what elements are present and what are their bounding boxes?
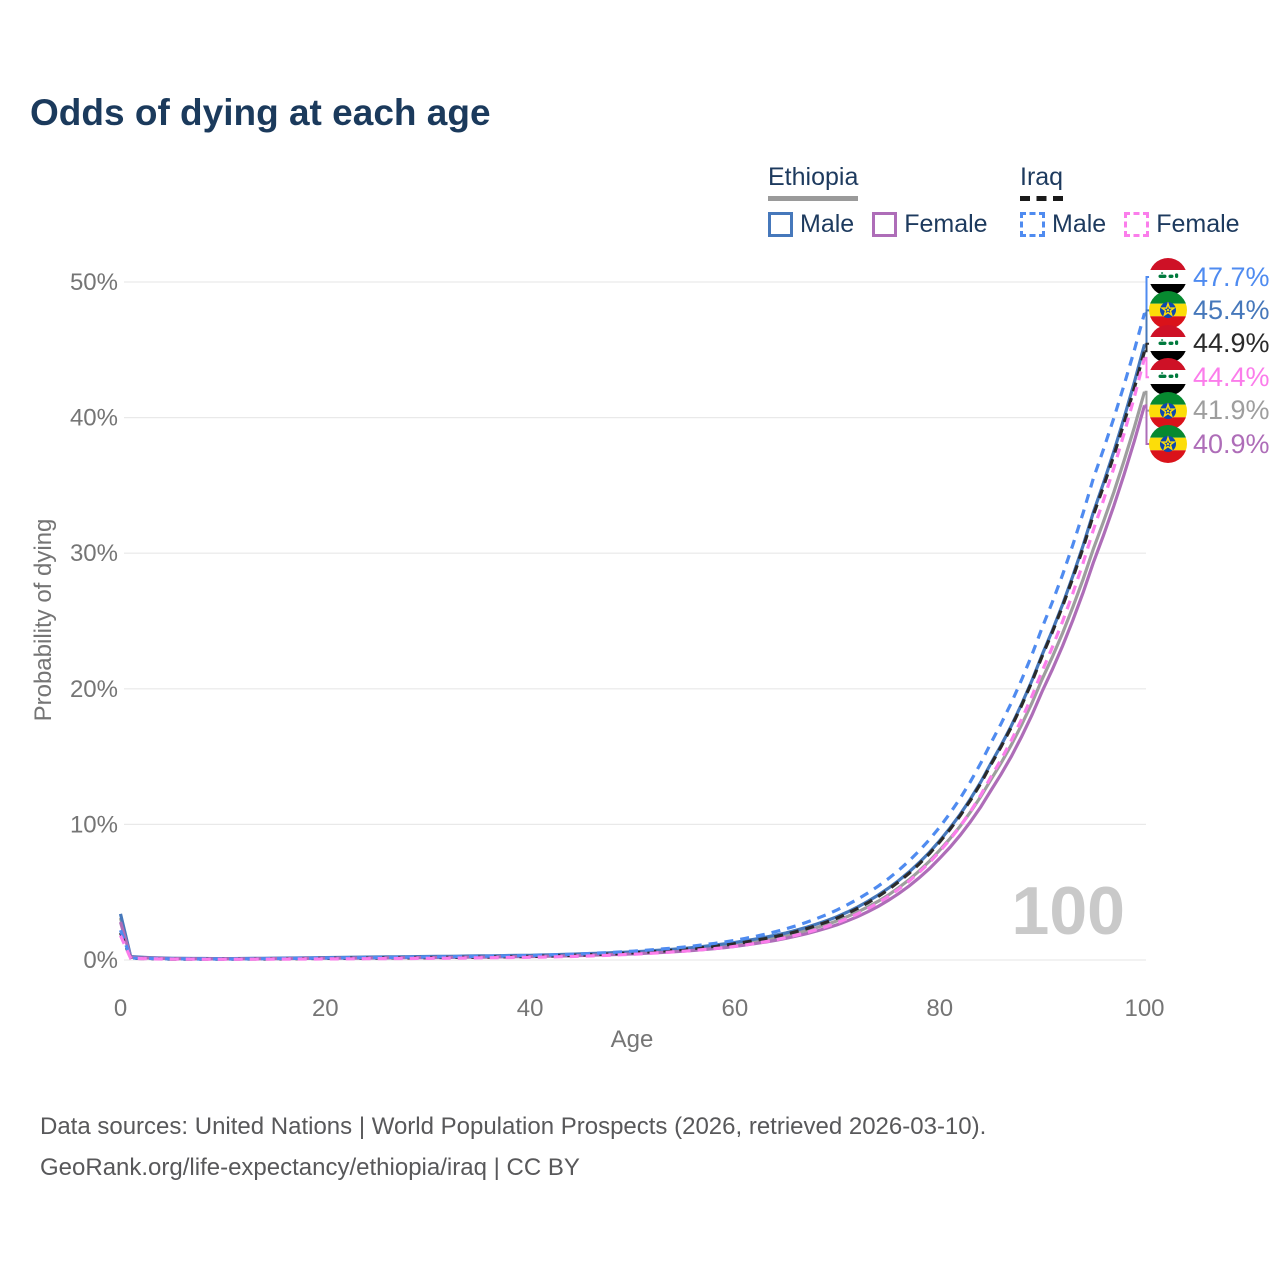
- y-tick-label-40: 40%: [70, 405, 118, 432]
- legend-item-iraq-male[interactable]: Male: [1020, 210, 1106, 239]
- series-line-ethiopia-both-sexes[interactable]: [118, 391, 1147, 961]
- legend-item-ethiopia-female[interactable]: Female: [872, 210, 988, 239]
- y-tick-label-30: 30%: [70, 540, 118, 567]
- ethiopia-female-swatch-icon: [872, 212, 898, 237]
- page-title: Odds of dying at each age: [30, 92, 491, 133]
- y-tick-label-0: 0%: [83, 947, 118, 974]
- series-line-ethiopia-male[interactable]: [118, 343, 1147, 961]
- footer: Data sources: United Nations | World Pop…: [40, 1106, 986, 1188]
- x-tick-label-80: 80: [926, 995, 953, 1022]
- ethiopia-male-swatch-icon: [768, 212, 793, 237]
- leader-line-ethiopia-both-sexes: [1144, 390, 1151, 412]
- series-line-iraq-male[interactable]: [118, 312, 1147, 961]
- legend-item-label: Female: [904, 210, 988, 238]
- y-tick-label-10: 10%: [70, 811, 118, 838]
- legend-item-iraq-female[interactable]: Female: [1124, 210, 1240, 239]
- x-tick-label-100: 100: [1124, 995, 1164, 1022]
- iraq-female-swatch-icon: [1124, 212, 1150, 237]
- legend-country-ethiopia-label: Ethiopia: [768, 163, 859, 201]
- legend-country-iraq-label: Iraq: [1020, 163, 1064, 201]
- leader-line-iraq-both-sexes: [1144, 342, 1151, 353]
- footer-line-1: Data sources: United Nations | World Pop…: [40, 1113, 987, 1140]
- legend-group-ethiopia: Ethiopia Male Female: [768, 163, 988, 239]
- leader-line-ethiopia-female: [1144, 404, 1151, 445]
- y-tick-label-50: 50%: [70, 269, 118, 296]
- x-tick-label-0: 0: [114, 995, 127, 1022]
- legend-item-label: Female: [1156, 210, 1240, 238]
- series-line-iraq-both-sexes[interactable]: [119, 350, 1147, 961]
- iraq-male-swatch-icon: [1020, 212, 1045, 237]
- series-line-iraq-female[interactable]: [119, 357, 1147, 961]
- footer-line-2: GeoRank.org/life-expectancy/ethiopia/ira…: [40, 1154, 580, 1181]
- y-tick-label-20: 20%: [70, 676, 118, 703]
- x-tick-label-60: 60: [722, 995, 749, 1022]
- legend-item-label: Male: [800, 210, 855, 238]
- x-tick-label-40: 40: [517, 995, 544, 1022]
- x-axis-title: Age: [610, 1026, 654, 1053]
- legend-item-label: Male: [1052, 210, 1107, 238]
- age-watermark: 100: [1011, 873, 1125, 949]
- legend-group-iraq: Iraq Male Female: [1020, 163, 1240, 239]
- x-tick-label-20: 20: [312, 995, 339, 1022]
- series-line-ethiopia-female[interactable]: [118, 404, 1147, 961]
- leader-line-iraq-female: [1144, 356, 1151, 379]
- legend-item-ethiopia-male[interactable]: Male: [768, 210, 854, 239]
